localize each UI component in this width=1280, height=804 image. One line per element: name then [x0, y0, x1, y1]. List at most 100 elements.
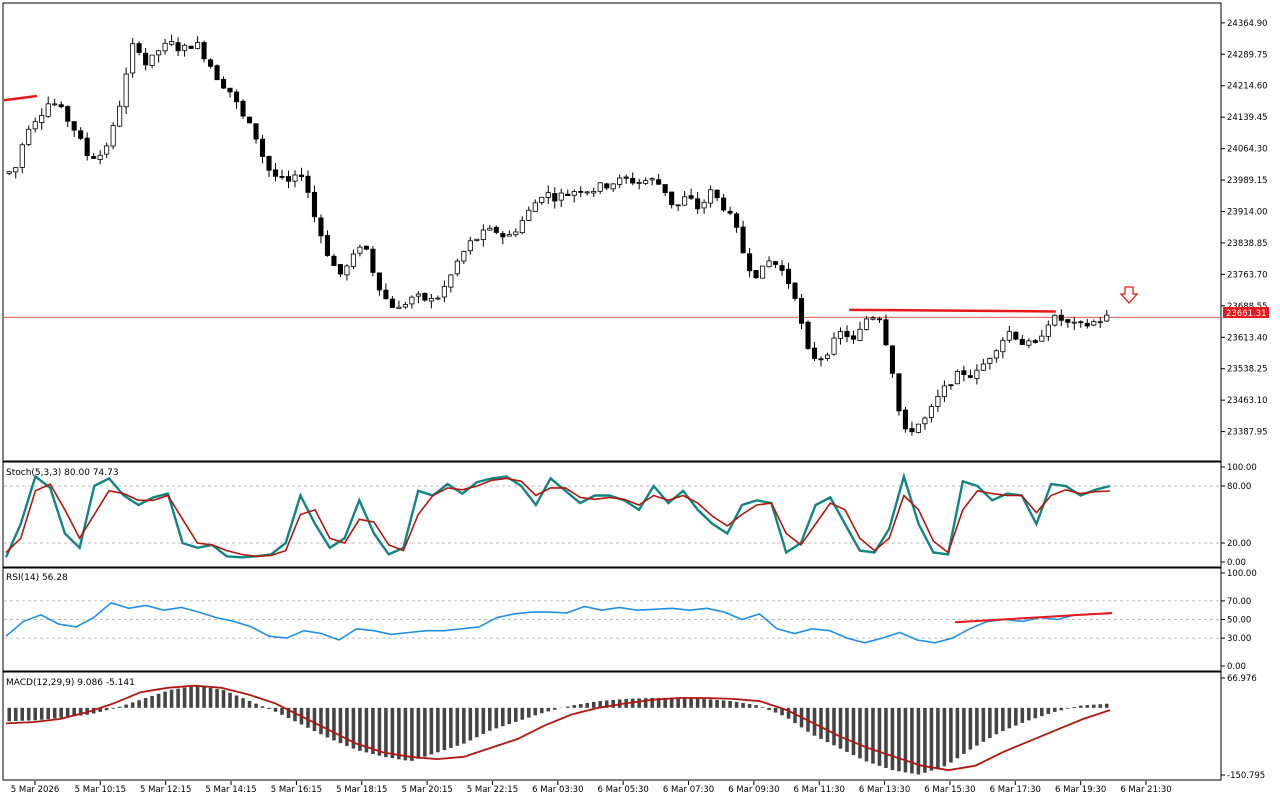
time-axis: 5 Mar 2026 5 Mar 10:15 5 Mar 12:15 5 Mar 14… — [11, 781, 1172, 795]
candle — [259, 138, 266, 157]
series-line-rsi — [5, 601, 1111, 644]
candle — [292, 174, 298, 182]
candle — [324, 235, 331, 256]
candle — [980, 363, 986, 371]
candle — [863, 318, 870, 330]
candle — [876, 318, 883, 321]
stochastic-panel[interactable]: 100.00 80.00 20.00 0.00 — [4, 463, 1257, 568]
candle — [402, 304, 408, 308]
candle — [19, 144, 25, 168]
candle — [565, 193, 571, 196]
candle — [714, 189, 720, 199]
rsi-tick-label: 50.00 — [1227, 616, 1251, 626]
candle — [493, 226, 499, 233]
candle — [117, 105, 123, 127]
price-tick-label: 23989.15 — [1227, 176, 1268, 186]
candle — [422, 292, 428, 301]
candle — [214, 65, 220, 81]
candle — [409, 296, 415, 305]
resistance-line — [849, 308, 1056, 313]
candle — [883, 319, 889, 346]
candle — [818, 358, 824, 361]
candle — [298, 174, 305, 177]
price-tick-label: 24214.60 — [1227, 82, 1268, 92]
candle — [1039, 335, 1045, 342]
candle — [331, 255, 337, 267]
time-tick-label: 5 Mar 2026 — [11, 785, 59, 795]
candle — [357, 246, 363, 254]
candle — [798, 298, 805, 324]
price-tick-label: 24364.90 — [1227, 19, 1268, 29]
candle — [922, 417, 928, 425]
candle — [136, 43, 142, 53]
candle — [448, 274, 454, 288]
price-tick-label: 23688.55 — [1227, 302, 1268, 312]
time-tick-label: 6 Mar 09:30 — [728, 785, 779, 795]
left-trend-line — [3, 94, 37, 102]
time-tick-label: 5 Mar 18:15 — [336, 785, 387, 795]
macd-indicator-label: MACD(12,29,9) 9.086 -5.141 — [6, 678, 135, 688]
macd-panel[interactable]: 66.976 -150.795 — [5, 674, 1265, 781]
price-panel[interactable]: 24364.90 24289.75 24214.60 24139.45 24064.30… — [3, 19, 1268, 438]
rsi-divergence-line — [954, 611, 1113, 624]
price-panel-frame — [2, 2, 1222, 462]
candle — [584, 191, 590, 194]
candle — [578, 190, 584, 193]
candle — [221, 78, 227, 89]
candle — [630, 177, 636, 184]
series-line-pct-k — [4, 472, 1111, 559]
price-tick-label: 24139.45 — [1227, 113, 1268, 123]
price-tick-label: 23763.70 — [1227, 270, 1268, 280]
candle — [1084, 322, 1090, 327]
price-tick-label: 23463.10 — [1227, 396, 1268, 406]
candle — [6, 171, 12, 174]
candle — [13, 167, 19, 173]
candle — [1019, 338, 1025, 345]
candle — [747, 253, 753, 272]
candle — [182, 44, 188, 51]
candle — [45, 103, 51, 117]
candle — [78, 130, 84, 139]
candle — [987, 357, 993, 364]
candle — [967, 375, 973, 378]
rsi-panel[interactable]: 100.00 70.00 50.00 30.00 0.00 — [4, 569, 1257, 672]
candle — [643, 180, 649, 184]
candle — [337, 264, 343, 275]
time-tick-label: 6 Mar 19:30 — [1055, 785, 1106, 795]
candle — [844, 331, 850, 338]
series-line-pct-d — [5, 477, 1111, 558]
candle — [753, 270, 759, 279]
candle — [1032, 340, 1038, 343]
candle — [65, 106, 71, 122]
stoch-indicator-label: Stoch(5,3,3) 80.00 74.73 — [6, 468, 119, 478]
candle — [26, 128, 32, 145]
candle — [487, 227, 493, 231]
price-tick-label: 23387.95 — [1227, 428, 1268, 438]
rsi-indicator-label: RSI(14) 56.28 — [6, 573, 68, 583]
candle — [350, 253, 356, 267]
candle — [915, 423, 921, 433]
candle — [701, 201, 707, 209]
down-arrow-icon — [1119, 286, 1139, 304]
candle — [123, 73, 129, 108]
candle — [721, 197, 727, 211]
candle — [91, 156, 97, 159]
time-tick-label: 6 Mar 07:30 — [663, 785, 714, 795]
candle — [649, 178, 655, 181]
candle — [1000, 339, 1006, 353]
time-tick-label: 5 Mar 22:15 — [467, 785, 518, 795]
candle — [656, 179, 662, 185]
time-tick-label: 6 Mar 11:30 — [794, 785, 845, 795]
candle — [363, 245, 369, 250]
candle — [1071, 321, 1077, 324]
candle — [272, 169, 279, 177]
rsi-tick-label: 70.00 — [1227, 597, 1251, 607]
candle — [558, 192, 564, 201]
candle — [227, 87, 233, 93]
candle — [824, 354, 831, 359]
candle — [344, 265, 350, 276]
candle — [233, 91, 240, 103]
candle — [201, 42, 207, 60]
